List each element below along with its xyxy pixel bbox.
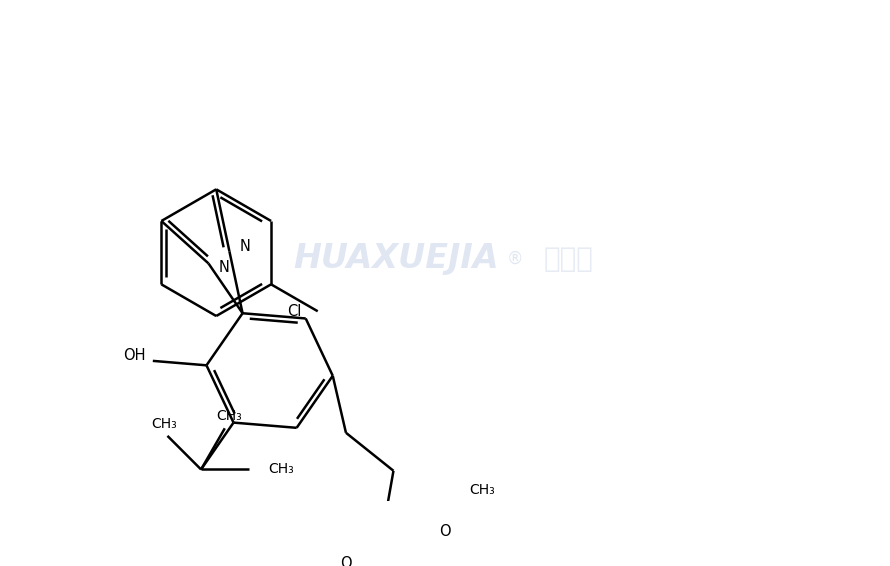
Text: OH: OH bbox=[124, 348, 146, 363]
Text: N: N bbox=[219, 260, 230, 275]
Text: Cl: Cl bbox=[287, 304, 302, 319]
Text: O: O bbox=[440, 524, 451, 539]
Text: 化学加: 化学加 bbox=[543, 245, 593, 273]
Text: CH₃: CH₃ bbox=[216, 409, 242, 423]
Text: CH₃: CH₃ bbox=[151, 417, 177, 431]
Text: ®: ® bbox=[507, 250, 523, 268]
Text: O: O bbox=[340, 556, 352, 566]
Text: HUAXUEJIA: HUAXUEJIA bbox=[294, 242, 499, 275]
Text: CH₃: CH₃ bbox=[469, 482, 495, 496]
Text: CH₃: CH₃ bbox=[268, 462, 294, 477]
Text: N: N bbox=[240, 239, 251, 254]
